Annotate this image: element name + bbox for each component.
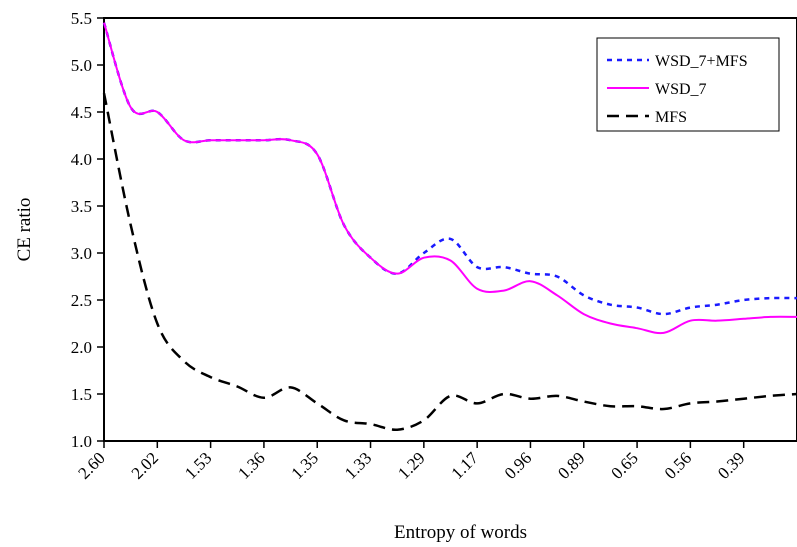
x-tick-label: 1.17	[448, 448, 483, 483]
x-tick-label: 2.60	[74, 448, 108, 482]
plot-area	[103, 17, 797, 442]
x-axis-tick-labels: 2.60 2.02 1.53 1.36 1.35 1.33 1.29 1.17 0.96 0.89…	[74, 448, 748, 483]
legend: WSD_7+MFS WSD_7 MFS	[596, 37, 780, 132]
x-tick-label: 0.56	[661, 448, 695, 482]
x-tick-label: 2.02	[128, 448, 162, 482]
series-lines	[102, 22, 797, 431]
x-tick-label: 1.33	[341, 448, 375, 482]
x-axis-title: Entropy of words	[394, 522, 527, 543]
x-tick-label: 1.36	[234, 448, 268, 482]
x-tick-label: 1.29	[394, 448, 428, 482]
x-tick-label: 0.89	[554, 448, 588, 482]
y-tick-label: 2.0	[71, 338, 92, 357]
x-tick-label: 1.35	[288, 448, 322, 482]
legend-label: WSD_7	[655, 81, 707, 98]
x-tick-label: 0.96	[501, 448, 535, 482]
y-tick-label: 2.5	[71, 291, 92, 310]
y-tick-label: 3.0	[71, 244, 92, 263]
y-axis-title: CE ratio	[14, 198, 35, 262]
y-tick-label: 4.5	[71, 103, 92, 122]
series-line-wsd-7	[103, 22, 797, 335]
legend-label: MFS	[655, 109, 687, 126]
y-tick-label: 1.5	[71, 385, 92, 404]
y-tick-label: 5.0	[71, 56, 92, 75]
axis-ticks	[97, 17, 745, 448]
y-tick-label: 5.5	[71, 9, 92, 28]
legend-label: WSD_7+MFS	[655, 53, 748, 70]
y-tick-label: 4.0	[71, 150, 92, 169]
series-line-mfs	[102, 92, 797, 431]
y-tick-label: 3.5	[71, 197, 92, 216]
x-tick-label: 0.39	[714, 448, 748, 482]
y-tick-label: 1.0	[71, 432, 92, 451]
y-axis-tick-labels: 1.0 1.5 2.0 2.5 3.0 3.5 4.0 4.5 5.0 5.5	[71, 9, 92, 451]
x-tick-label: 1.53	[181, 448, 215, 482]
x-tick-label: 0.65	[607, 448, 641, 482]
